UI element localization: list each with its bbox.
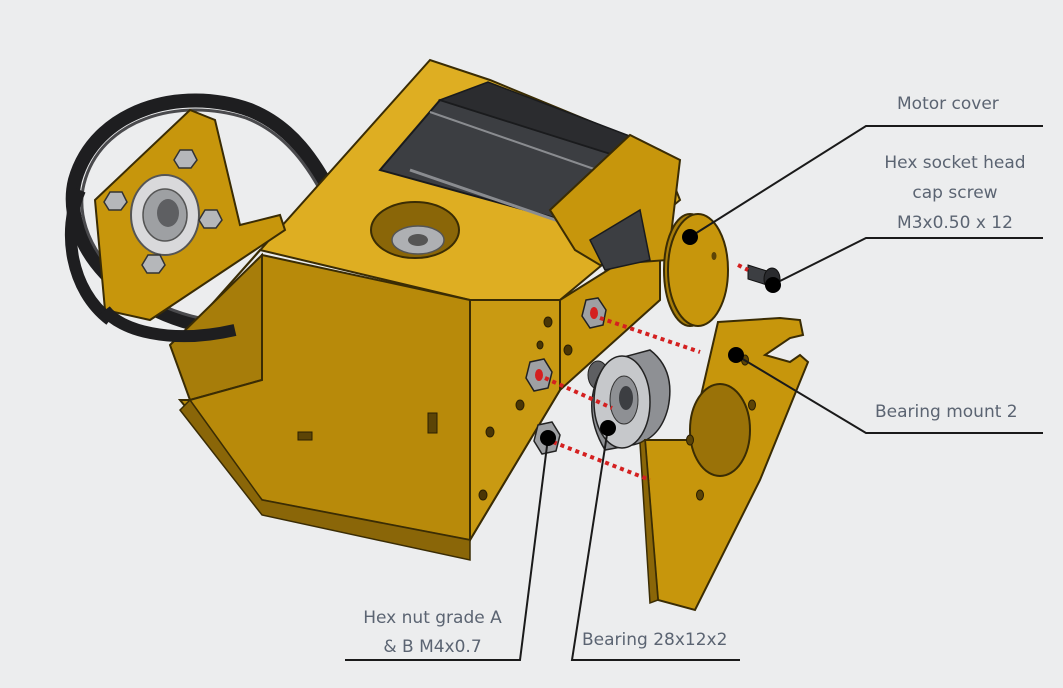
label-bearing-mount: Bearing mount 2 [875, 402, 1018, 422]
housing-bottom-edge [179, 398, 471, 561]
callout-line-bearing [570, 427, 740, 661]
label-screw-line2: cap screw [912, 183, 998, 203]
label-motor-cover: Motor cover [897, 94, 999, 114]
callout-dot-icon [728, 347, 744, 363]
hex-nut-icon [103, 191, 128, 211]
label-bearing: Bearing 28x12x2 [582, 630, 728, 650]
mount-edge [639, 438, 659, 605]
guide-top [599, 316, 701, 354]
callout-line-hex-nut [345, 437, 549, 661]
front-slot [427, 412, 438, 434]
motor-cover-part [663, 213, 729, 327]
label-hex-nut-line1: Hex nut grade A [363, 608, 502, 628]
motor-rod [409, 168, 571, 227]
callout-lines [345, 125, 1043, 661]
belt-front-arc [64, 187, 114, 325]
bearing-part [587, 349, 671, 451]
label-screw-line1: Hex socket head [884, 153, 1026, 173]
bearing-mount-part [639, 316, 810, 612]
label-screw-line3: M3x0.50 x 12 [897, 213, 1013, 233]
dotted-guides [544, 263, 749, 482]
hub-bore [157, 199, 179, 227]
motor-rod-upper [429, 111, 621, 179]
callout-dots [540, 229, 781, 446]
callout-line-screw [771, 237, 1043, 286]
guide-bottom [552, 440, 651, 482]
hex-nut-icon [141, 254, 166, 274]
motor-cover-disc [667, 213, 729, 327]
callout-line-motor-cover [689, 125, 1043, 238]
callout-dot-icon [540, 430, 556, 446]
guide-screw [737, 263, 749, 272]
left-end-plate [93, 108, 287, 322]
hex-nut-icon [173, 149, 198, 169]
label-hex-nut-line2: & B M4x0.7 [383, 637, 482, 657]
callout-line-bearing-mount [735, 354, 1043, 434]
belt-lower-arc [100, 306, 237, 343]
callout-dot-icon [600, 420, 616, 436]
front-slot-small [297, 431, 313, 441]
callout-dot-icon [765, 277, 781, 293]
callout-dot-icon [682, 229, 698, 245]
right-face-holes [478, 316, 573, 501]
exploded-hex-nuts [525, 297, 607, 455]
top-bearing-pocket [370, 201, 460, 259]
mount-bore [689, 383, 751, 477]
hex-nut-icon [198, 209, 223, 229]
housing-side-panel [469, 299, 561, 544]
